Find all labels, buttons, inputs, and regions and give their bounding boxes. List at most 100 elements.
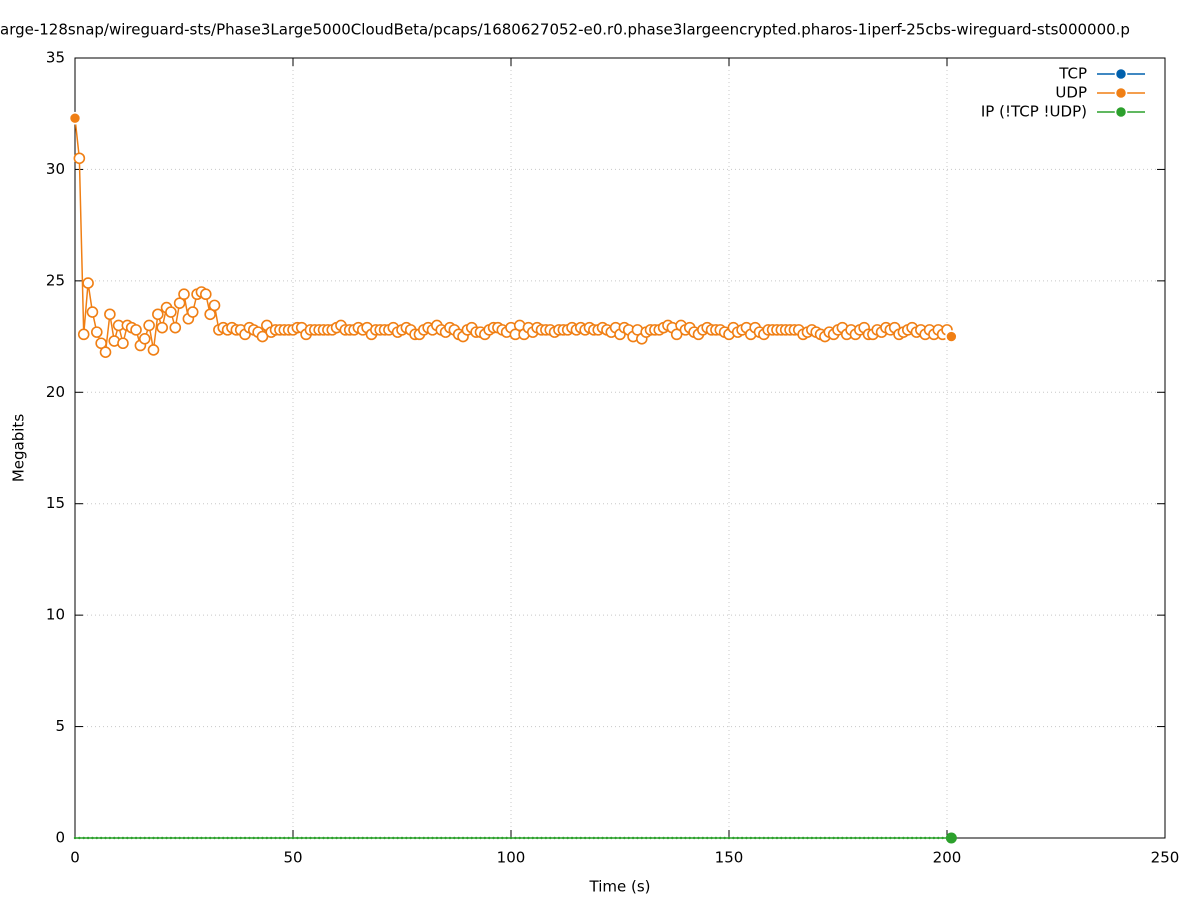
data-point xyxy=(426,836,430,840)
data-point xyxy=(143,836,146,840)
data-point xyxy=(78,836,81,840)
data-point xyxy=(505,836,508,840)
data-point xyxy=(387,836,391,840)
data-point xyxy=(649,836,652,840)
data-point xyxy=(108,836,112,840)
data-point xyxy=(540,836,543,840)
data-point xyxy=(636,836,639,840)
data-point xyxy=(339,836,343,840)
data-point xyxy=(82,836,85,840)
data-point xyxy=(396,836,399,840)
data-point xyxy=(448,836,452,840)
data-point xyxy=(601,836,604,840)
data-point xyxy=(95,337,107,350)
data-point xyxy=(431,836,434,840)
x-tick-label: 0 xyxy=(70,849,80,867)
data-point xyxy=(531,836,534,840)
data-point xyxy=(204,836,207,840)
x-tick-label: 250 xyxy=(1151,849,1180,867)
data-point xyxy=(274,836,277,840)
x-tick-label: 50 xyxy=(283,849,302,867)
data-point xyxy=(828,836,831,840)
data-point xyxy=(583,836,587,840)
data-point xyxy=(937,836,940,840)
data-point xyxy=(283,836,286,840)
data-point xyxy=(570,836,574,840)
data-point xyxy=(256,330,269,343)
data-point xyxy=(579,836,582,840)
data-point xyxy=(226,836,229,840)
data-point xyxy=(335,836,338,840)
data-point xyxy=(932,836,936,840)
data-point xyxy=(727,836,731,840)
data-point xyxy=(208,836,212,840)
data-point xyxy=(68,111,82,125)
data-point xyxy=(156,321,168,334)
data-point xyxy=(147,836,151,840)
data-point xyxy=(553,836,556,840)
data-point xyxy=(832,836,835,840)
data-point xyxy=(780,836,783,840)
data-point xyxy=(453,836,456,840)
legend-label: TCP xyxy=(1058,65,1087,83)
data-point xyxy=(99,836,103,840)
data-point xyxy=(928,836,931,840)
data-point xyxy=(941,836,944,840)
data-point xyxy=(758,836,761,840)
data-point xyxy=(173,297,186,309)
data-point xyxy=(383,836,386,840)
data-point xyxy=(165,306,177,318)
data-point xyxy=(217,836,221,840)
data-point xyxy=(82,277,94,289)
legend-marker xyxy=(1114,67,1128,81)
data-point xyxy=(919,836,923,840)
data-point xyxy=(688,836,691,840)
y-tick-label: 5 xyxy=(55,717,65,735)
data-point xyxy=(522,836,526,840)
data-point xyxy=(915,836,918,840)
data-point xyxy=(230,836,234,840)
data-point xyxy=(187,836,190,840)
legend-label: UDP xyxy=(1055,84,1087,102)
data-point xyxy=(95,836,99,840)
data-point xyxy=(670,328,683,341)
data-point xyxy=(235,836,238,840)
data-point xyxy=(178,288,190,301)
data-point xyxy=(592,836,596,840)
data-point xyxy=(745,836,748,840)
y-axis-label: Megabits xyxy=(10,414,28,482)
data-point xyxy=(291,836,295,840)
data-point xyxy=(156,836,160,840)
data-point xyxy=(518,836,521,840)
data-point xyxy=(470,836,473,840)
data-point xyxy=(618,836,622,840)
data-point xyxy=(557,836,561,840)
data-point xyxy=(379,836,382,840)
data-point xyxy=(597,836,600,840)
data-point xyxy=(361,836,364,840)
data-point xyxy=(99,346,112,358)
data-point xyxy=(130,836,133,840)
data-point xyxy=(461,836,465,840)
data-point xyxy=(501,836,504,840)
data-point xyxy=(701,836,705,840)
data-point xyxy=(73,152,86,165)
data-point xyxy=(186,306,199,318)
data-point xyxy=(823,836,827,840)
data-point xyxy=(662,836,665,840)
data-point xyxy=(640,836,643,840)
data-point xyxy=(841,836,844,840)
data-point xyxy=(527,836,530,840)
y-tick-label: 30 xyxy=(46,160,65,178)
data-point xyxy=(897,836,901,840)
data-point xyxy=(544,836,548,840)
data-point xyxy=(945,832,957,844)
data-point xyxy=(566,836,569,840)
data-point xyxy=(945,330,958,343)
data-point xyxy=(296,836,299,840)
data-point xyxy=(767,836,770,840)
data-point xyxy=(261,836,264,840)
data-point xyxy=(134,836,138,840)
data-point xyxy=(815,836,818,840)
